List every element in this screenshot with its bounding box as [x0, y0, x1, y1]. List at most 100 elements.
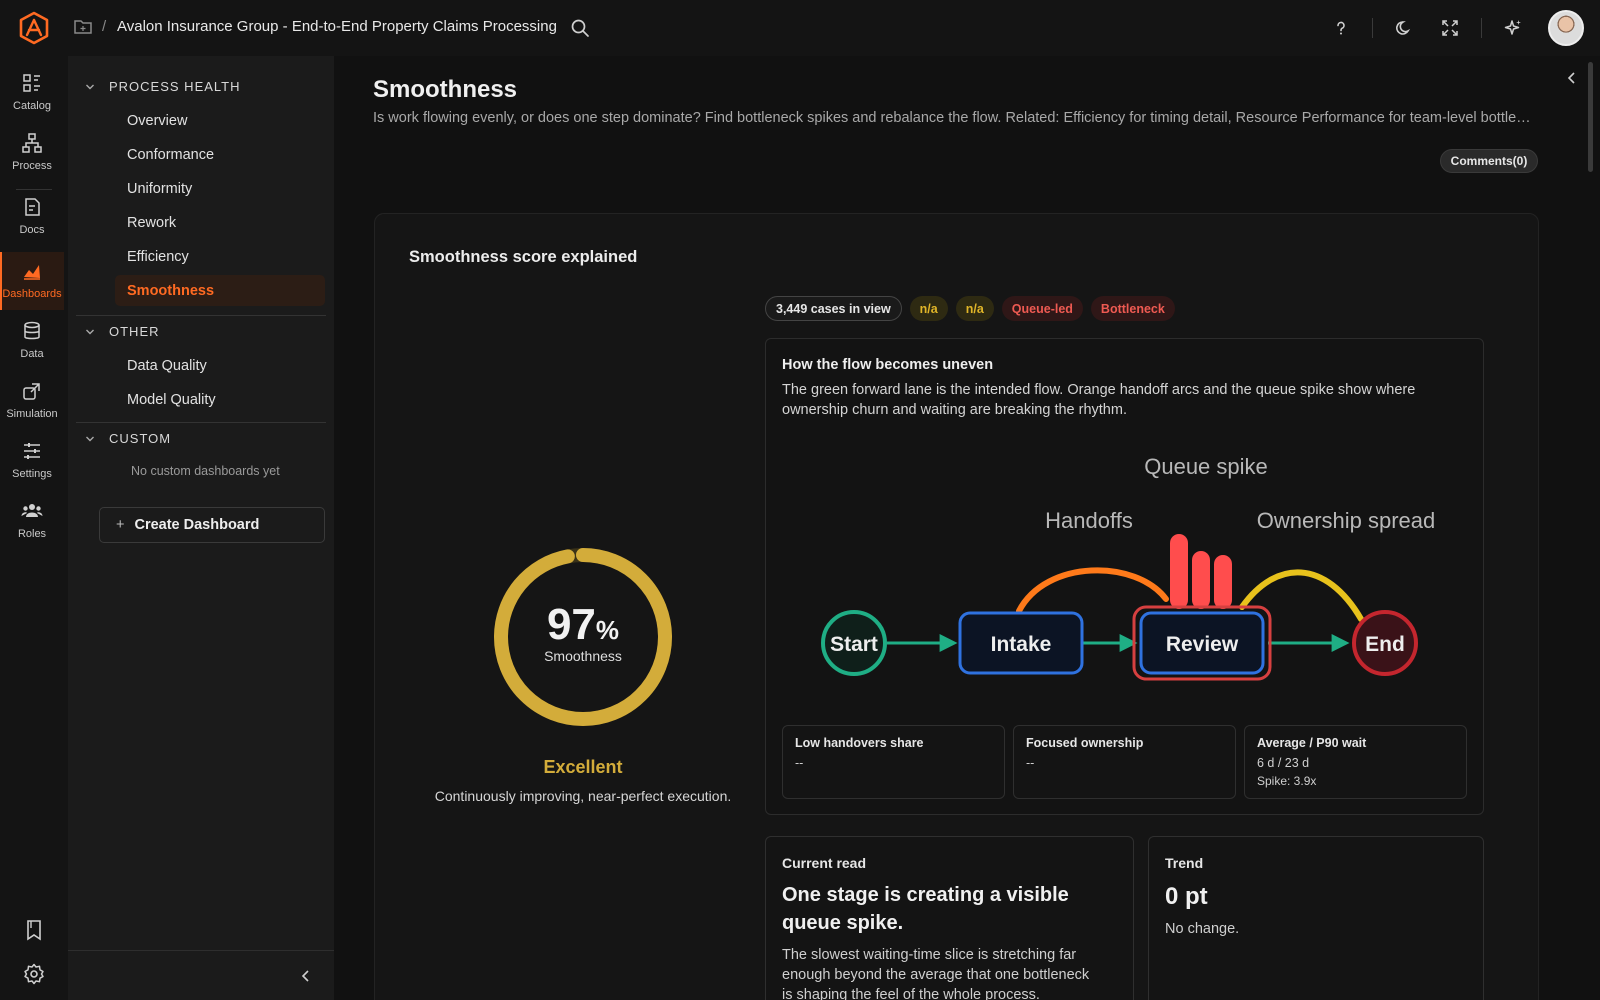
gauge-value: 97%: [490, 600, 676, 650]
end-node: [1352, 610, 1418, 676]
sidebar-item-conformance[interactable]: Conformance: [127, 146, 215, 163]
rail-label: Settings: [12, 468, 52, 480]
status-badge: n/a: [955, 296, 994, 321]
status-badge: n/a: [909, 296, 948, 321]
help-icon[interactable]: [1329, 16, 1353, 40]
flow-diagram: Queue spike Handoffs Ownership spread St…: [821, 454, 1436, 681]
custom-empty-state: No custom dashboards yet: [131, 464, 280, 478]
intake-node: [958, 611, 1084, 675]
smoothness-score-card: Smoothness score explained 97% Smoothnes…: [374, 213, 1539, 1000]
handoff-arc: [1016, 567, 1169, 614]
page-subtitle: Is work flowing evenly, or does one step…: [373, 110, 1533, 126]
page-title: Smoothness: [373, 76, 518, 103]
rail-label: Catalog: [13, 100, 51, 112]
toolbar-divider: [1372, 18, 1373, 38]
dashboard-sidebar: PROCESS HEALTH Overview Conformance Unif…: [68, 56, 334, 1000]
app-logo-icon[interactable]: [18, 11, 50, 45]
metric-focused-ownership: Focused ownership --: [1013, 725, 1236, 799]
data-icon: [24, 321, 40, 340]
gauge-number: 97: [546, 600, 596, 649]
collapse-sidebar-icon[interactable]: [298, 968, 314, 984]
metric-label: Focused ownership: [1026, 736, 1144, 750]
section-divider: [76, 315, 326, 316]
sidebar-item-smoothness[interactable]: Smoothness: [115, 275, 325, 306]
start-node-label: Start: [830, 633, 878, 656]
dashboards-icon: [24, 265, 40, 280]
ai-sparkle-icon[interactable]: [1501, 16, 1525, 40]
folder-icon[interactable]: [73, 18, 93, 36]
section-divider: [76, 422, 326, 423]
handoffs-label: Handoffs: [1045, 508, 1133, 533]
rail-item-roles[interactable]: Roles: [0, 492, 64, 550]
search-icon[interactable]: [570, 18, 590, 38]
rail-label: Roles: [17, 528, 47, 540]
plus-icon: +: [116, 517, 125, 533]
top-bar: / Avalon Insurance Group - End-to-End Pr…: [0, 0, 1600, 56]
metric-label: Low handovers share: [795, 736, 924, 750]
flow-description: The green forward lane is the intended f…: [782, 382, 1416, 418]
rail-label: Process: [12, 160, 52, 172]
ownership-spread-label: Ownership spread: [1257, 508, 1436, 533]
trend-value: 0 pt: [1165, 883, 1208, 910]
rail-item-docs[interactable]: Docs: [0, 188, 64, 246]
rail-item-process[interactable]: Process: [0, 124, 64, 182]
settings-icon: [24, 443, 40, 459]
intake-node-label: Intake: [991, 633, 1052, 656]
chevron-down-icon: [86, 84, 94, 90]
create-dashboard-button[interactable]: + Create Dashboard: [99, 507, 325, 543]
rail-item-simulation[interactable]: Simulation: [0, 372, 64, 430]
docs-icon: [25, 198, 40, 216]
review-node-label: Review: [1166, 633, 1239, 656]
rail-divider: [16, 189, 52, 190]
grade-label: Excellent: [543, 757, 623, 777]
roles-icon: [21, 504, 43, 517]
fullscreen-icon[interactable]: [1438, 16, 1462, 40]
spike-bar: [1170, 534, 1188, 609]
gear-icon[interactable]: [22, 962, 46, 986]
metric-sub: Spike: 3.9x: [1257, 774, 1317, 788]
start-node: [821, 610, 887, 676]
spike-bar: [1214, 555, 1232, 609]
rail-item-data[interactable]: Data: [0, 312, 64, 370]
smoothness-gauge: [494, 548, 672, 726]
trend-card: Trend 0 pt No change.: [1148, 836, 1484, 1000]
rail-item-dashboards[interactable]: Dashboards: [0, 252, 64, 310]
section-other[interactable]: OTHER: [68, 320, 334, 344]
catalog-icon: [23, 74, 40, 92]
sidebar-item-rework[interactable]: Rework: [127, 214, 177, 231]
rail-item-settings[interactable]: Settings: [0, 432, 64, 490]
left-rail: Catalog Process Docs Dashboards Data Sim…: [0, 56, 68, 1000]
simulation-icon: [23, 383, 40, 400]
process-icon: [22, 133, 42, 153]
trend-label: Trend: [1165, 855, 1204, 871]
sidebar-item-efficiency[interactable]: Efficiency: [127, 248, 189, 265]
moon-icon[interactable]: [1392, 16, 1416, 40]
rail-label: Dashboards: [2, 288, 62, 300]
bookmark-icon[interactable]: [22, 918, 46, 942]
scrollbar[interactable]: [1588, 62, 1593, 172]
toolbar-divider: [1481, 18, 1482, 38]
metric-wait: Average / P90 wait 6 d / 23 d Spike: 3.9…: [1244, 725, 1467, 799]
current-read-headline: One stage is creating a visible queue sp…: [782, 884, 1069, 934]
flow-title: How the flow becomes uneven: [782, 357, 994, 373]
create-dashboard-label: Create Dashboard: [134, 517, 260, 533]
section-custom[interactable]: CUSTOM: [68, 427, 334, 451]
chevron-left-icon[interactable]: [1564, 70, 1580, 86]
ownership-arc: [1239, 569, 1364, 622]
sidebar-item-data-quality[interactable]: Data Quality: [127, 357, 207, 374]
section-label: OTHER: [109, 324, 160, 339]
sidebar-item-uniformity[interactable]: Uniformity: [127, 180, 193, 197]
comments-button[interactable]: Comments(0): [1440, 149, 1538, 173]
rail-item-catalog[interactable]: Catalog: [0, 64, 64, 122]
chevron-down-icon: [86, 329, 94, 335]
sidebar-item-overview[interactable]: Overview: [127, 112, 188, 129]
sidebar-item-model-quality[interactable]: Model Quality: [127, 391, 216, 408]
current-read-label: Current read: [782, 855, 867, 871]
rail-label: Simulation: [6, 408, 58, 420]
user-avatar[interactable]: [1548, 10, 1584, 46]
breadcrumb-process-title[interactable]: Avalon Insurance Group - End-to-End Prop…: [117, 18, 557, 35]
gauge-unit: %: [595, 615, 620, 645]
review-node-halo: [1132, 605, 1272, 681]
metric-label: Average / P90 wait: [1257, 736, 1367, 750]
section-process-health[interactable]: PROCESS HEALTH: [68, 75, 334, 99]
